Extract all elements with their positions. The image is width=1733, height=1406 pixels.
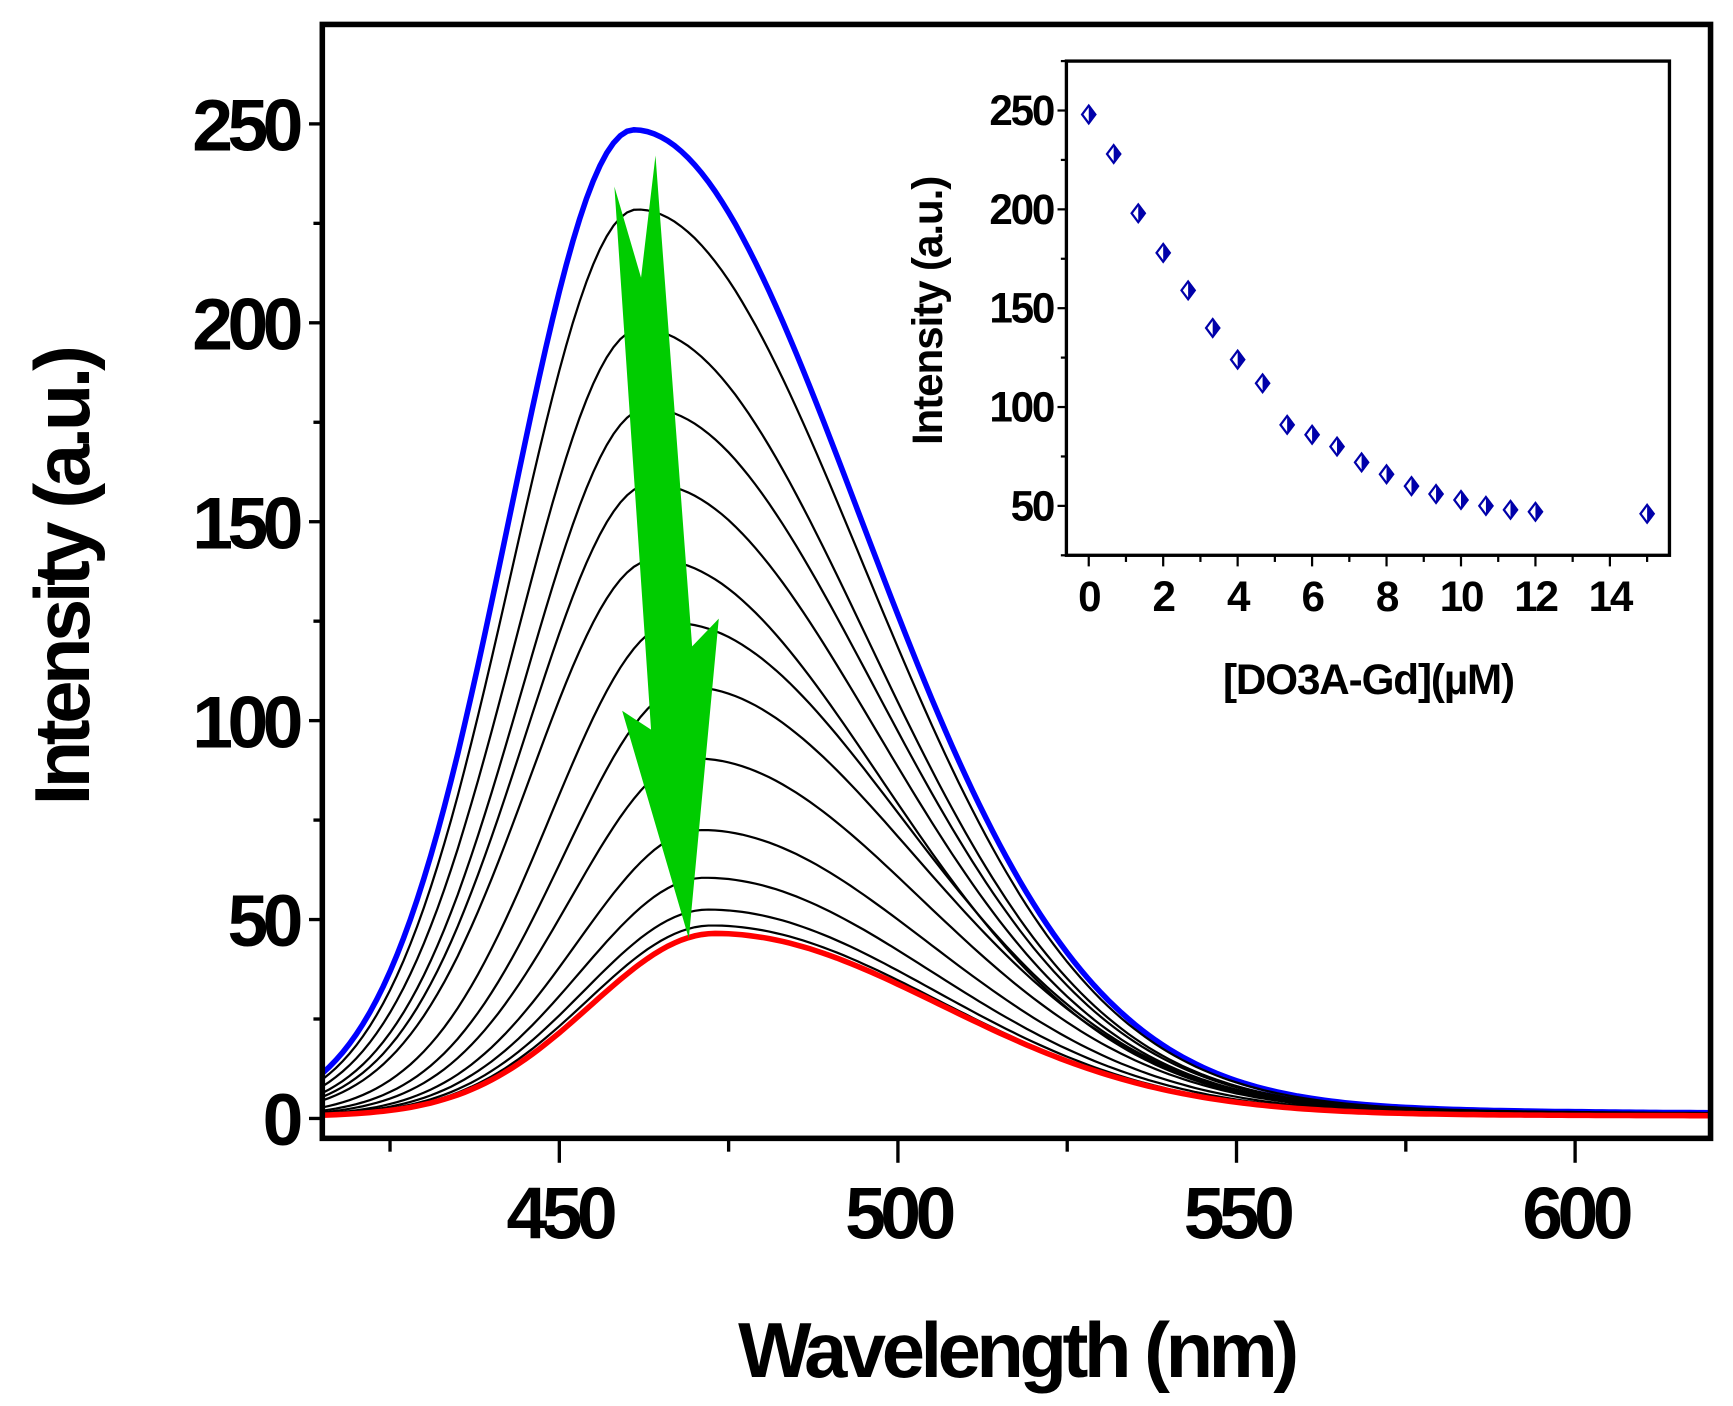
decrease-arrow — [614, 155, 719, 939]
inset-points — [1080, 103, 1656, 525]
inset-data-point — [1304, 423, 1321, 446]
inset-data-point — [1328, 435, 1346, 458]
inset-data-point — [1279, 414, 1296, 436]
x-tick-label: 600 — [1522, 1172, 1630, 1254]
inset-x-tick-label: 2 — [1153, 573, 1175, 620]
inset-y-axis-label: Intensity (a.u.) — [904, 177, 951, 445]
x-tick-label: 500 — [845, 1172, 953, 1254]
inset-data-point — [1527, 501, 1544, 523]
y-tick-label: 200 — [192, 283, 300, 365]
inset-data-point — [1105, 143, 1122, 165]
inset-y-tick-label: 50 — [1011, 482, 1054, 529]
main-plot-curves — [320, 127, 1711, 1119]
main-y-axis-label: Intensity (a.u.) — [20, 348, 106, 805]
inset-x-axis-label: [DO3A-Gd](µM) — [1223, 656, 1514, 703]
inset-x-tick-label: 4 — [1227, 573, 1251, 620]
inset-data-point — [1130, 202, 1147, 225]
inset-data-point — [1427, 483, 1445, 505]
inset-data-point — [1229, 348, 1246, 371]
inset-x-tick-label: 0 — [1078, 573, 1100, 620]
main-plot-frame — [319, 21, 1714, 1142]
inset-x-tick-label: 10 — [1440, 573, 1483, 620]
inset-y-tick-label: 100 — [989, 383, 1053, 430]
inset-plot-frame — [1064, 59, 1672, 557]
spectrum-line-8 — [322, 757, 1711, 1117]
spectrum-line-13 — [322, 930, 1711, 1119]
inset-y-tick-label: 150 — [989, 285, 1053, 332]
inset-data-point — [1254, 372, 1271, 395]
inset-data-point — [1378, 463, 1395, 485]
inset-data-point — [1180, 279, 1197, 302]
inset-data-point — [1155, 242, 1172, 264]
inset-x-tick-label: 6 — [1301, 573, 1323, 620]
x-tick-label: 550 — [1184, 1172, 1292, 1254]
inset-x-tick-label: 12 — [1514, 573, 1557, 620]
main-x-axis-label: Wavelength (nm) — [738, 1308, 1296, 1394]
y-tick-label: 100 — [192, 681, 300, 763]
x-tick-label: 450 — [507, 1172, 615, 1254]
inset-x-tick-label: 14 — [1589, 573, 1634, 620]
spectrum-line-4 — [321, 482, 1711, 1116]
inset-data-point — [1639, 503, 1656, 525]
y-tick-label: 0 — [263, 1079, 301, 1161]
y-tick-label: 250 — [192, 85, 300, 167]
spectrum-line-12 — [322, 924, 1711, 1117]
y-tick-label: 50 — [227, 880, 300, 962]
spectrum-line-5 — [321, 558, 1711, 1116]
inset-data-point — [1353, 451, 1370, 474]
y-tick-label: 150 — [192, 482, 300, 564]
inset-data-point — [1502, 499, 1519, 521]
inset-data-point — [1452, 489, 1470, 511]
inset-x-tick-label: 8 — [1376, 573, 1399, 620]
inset-y-tick-label: 250 — [989, 87, 1053, 134]
inset-data-point — [1477, 495, 1494, 517]
inset-data-point — [1204, 317, 1221, 339]
inset-data-point — [1403, 475, 1420, 497]
inset-data-point — [1080, 103, 1097, 126]
inset-y-tick-label: 200 — [989, 186, 1053, 233]
